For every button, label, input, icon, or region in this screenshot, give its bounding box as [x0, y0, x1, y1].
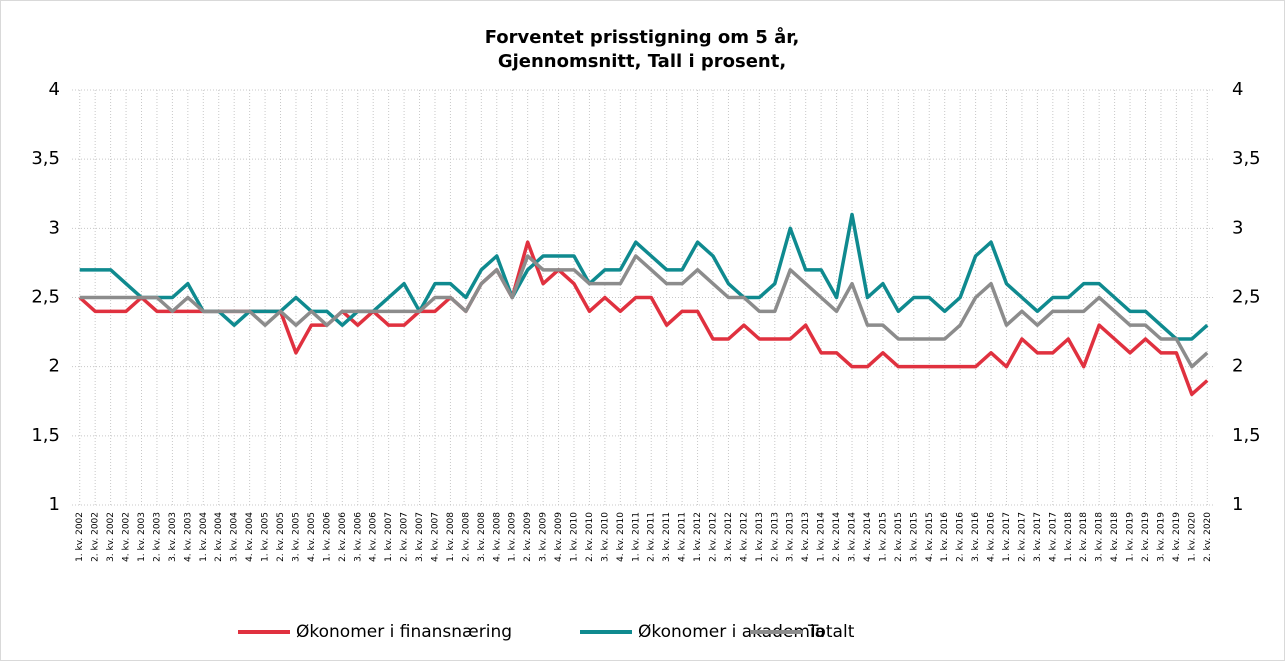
x-tick-label: 1. kv. 2006	[322, 512, 332, 562]
x-tick-label: 1. kv. 2007	[384, 512, 394, 562]
x-tick-label: 4. kv. 2015	[925, 512, 935, 562]
x-tick-label: 2. kv. 2017	[1017, 512, 1027, 562]
series-line	[79, 254, 1209, 369]
x-tick-label: 1. kv. 2008	[446, 512, 456, 562]
x-tick-label: 2. kv. 2016	[956, 512, 966, 562]
x-tick-label: 3. kv. 2011	[662, 512, 672, 562]
x-tick-label: 2. kv. 2014	[832, 512, 842, 562]
chart-title: Forventet prisstigning om 5 år,	[485, 26, 800, 48]
x-tick-label: 4. kv. 2012	[739, 512, 749, 562]
x-tick-label: 3. kv. 2004	[230, 512, 240, 562]
x-tick-label: 2. kv. 2004	[214, 512, 224, 562]
x-tick-label: 1. kv. 2003	[137, 512, 147, 562]
x-tick-label: 2. kv. 2007	[400, 512, 410, 562]
x-tick-label: 3. kv. 2017	[1033, 512, 1043, 562]
x-tick-label: 4. kv. 2002	[122, 512, 132, 562]
x-tick-label: 1. kv. 2017	[1002, 512, 1012, 562]
x-tick-label: 3. kv. 2007	[415, 512, 425, 562]
x-tick-label: 4. kv. 2010	[616, 512, 626, 562]
x-tick-label: 4. kv. 2004	[245, 512, 255, 562]
x-tick-label: 3. kv. 2003	[168, 512, 178, 562]
x-tick-label: 2. kv. 2010	[585, 512, 595, 562]
x-tick-label: 4. kv. 2011	[678, 512, 688, 562]
x-tick-label: 3. kv. 2008	[477, 512, 487, 562]
x-tick-label: 2. kv. 2009	[523, 512, 533, 562]
x-tick-label: 1. kv. 2011	[631, 512, 641, 562]
x-tick-label: 2. kv. 2012	[709, 512, 719, 562]
legend-label: Økonomer i akademia	[638, 622, 825, 642]
x-tick-label: 3. kv. 2012	[724, 512, 734, 562]
x-tick-label: 2. kv. 2020	[1203, 512, 1213, 562]
x-tick-label: 3. kv. 2005	[291, 512, 301, 562]
y2-tick-label: 3,5	[1232, 148, 1261, 169]
x-tick-label: 4. kv. 2013	[801, 512, 811, 562]
x-tick-label: 1. kv. 2020	[1187, 512, 1197, 562]
x-tick-label: 4. kv. 2006	[369, 512, 379, 562]
x-tick-label: 4. kv. 2019	[1172, 512, 1182, 562]
x-tick-label: 1. kv. 2018	[1064, 512, 1074, 562]
x-tick-label: 1. kv. 2005	[261, 512, 271, 562]
x-tick-label: 3. kv. 2013	[786, 512, 796, 562]
x-tick-label: 2. kv. 2015	[894, 512, 904, 562]
x-tick-label: 2. kv. 2002	[91, 512, 101, 562]
y2-tick-label: 2	[1232, 356, 1243, 377]
y-tick-label: 3	[49, 217, 60, 238]
y-tick-label: 1,5	[31, 425, 60, 446]
x-tick-label: 4. kv. 2005	[307, 512, 317, 562]
x-tick-label: 1. kv. 2010	[569, 512, 579, 562]
x-tick-label: 3. kv. 2009	[539, 512, 549, 562]
x-tick-label: 2. kv. 2011	[647, 512, 657, 562]
x-tick-label: 1. kv. 2019	[1126, 512, 1136, 562]
x-tick-label: 3. kv. 2002	[106, 512, 116, 562]
y2-tick-label: 1,5	[1232, 425, 1261, 446]
y-tick-label: 3,5	[31, 148, 60, 169]
x-tick-label: 1. kv. 2014	[817, 512, 827, 562]
x-tick-label: 3. kv. 2018	[1095, 512, 1105, 562]
x-tick-label: 2. kv. 2006	[338, 512, 348, 562]
series-line	[79, 212, 1209, 341]
x-tick-label: 4. kv. 2014	[863, 512, 873, 562]
y-tick-label: 2,5	[31, 287, 60, 308]
x-tick-label: 2. kv. 2008	[461, 512, 471, 562]
x-tick-label: 2. kv. 2013	[770, 512, 780, 562]
legend-label: Totalt	[807, 622, 855, 642]
x-tick-label: 1. kv. 2015	[878, 512, 888, 562]
x-tick-label: 1. kv. 2016	[940, 512, 950, 562]
y2-tick-label: 3	[1232, 217, 1243, 238]
y2-tick-label: 1	[1232, 494, 1243, 515]
x-tick-label: 3. kv. 2006	[353, 512, 363, 562]
y2-tick-label: 4	[1232, 79, 1243, 100]
x-tick-label: 1. kv. 2002	[75, 512, 85, 562]
x-tick-label: 4. kv. 2016	[987, 512, 997, 562]
x-tick-label: 4. kv. 2007	[430, 512, 440, 562]
chart-subtitle: Gjennomsnitt, Tall i prosent,	[498, 51, 786, 72]
x-tick-label: 1. kv. 2004	[199, 512, 209, 562]
x-tick-label: 3. kv. 2014	[848, 512, 858, 562]
x-tick-label: 2. kv. 2003	[152, 512, 162, 562]
x-tick-label: 1. kv. 2009	[508, 512, 518, 562]
x-tick-label: 4. kv. 2003	[183, 512, 193, 562]
x-tick-label: 3. kv. 2015	[909, 512, 919, 562]
x-tick-label: 1. kv. 2013	[755, 512, 765, 562]
x-tick-label: 4. kv. 2009	[554, 512, 564, 562]
y-tick-label: 2	[49, 356, 60, 377]
y-tick-label: 1	[49, 494, 60, 515]
x-tick-label: 4. kv. 2008	[492, 512, 502, 562]
y2-tick-label: 2,5	[1232, 287, 1261, 308]
legend-label: Økonomer i finansnæring	[296, 622, 512, 642]
x-tick-label: 3. kv. 2019	[1156, 512, 1166, 562]
x-tick-label: 3. kv. 2010	[600, 512, 610, 562]
x-tick-label: 4. kv. 2018	[1110, 512, 1120, 562]
y-tick-label: 4	[49, 79, 60, 100]
x-tick-label: 3. kv. 2016	[971, 512, 981, 562]
x-tick-label: 2. kv. 2005	[276, 512, 286, 562]
x-tick-label: 1. kv. 2012	[693, 512, 703, 562]
x-tick-label: 2. kv. 2019	[1141, 512, 1151, 562]
x-tick-label: 2. kv. 2018	[1079, 512, 1089, 562]
x-tick-label: 4. kv. 2017	[1048, 512, 1058, 562]
